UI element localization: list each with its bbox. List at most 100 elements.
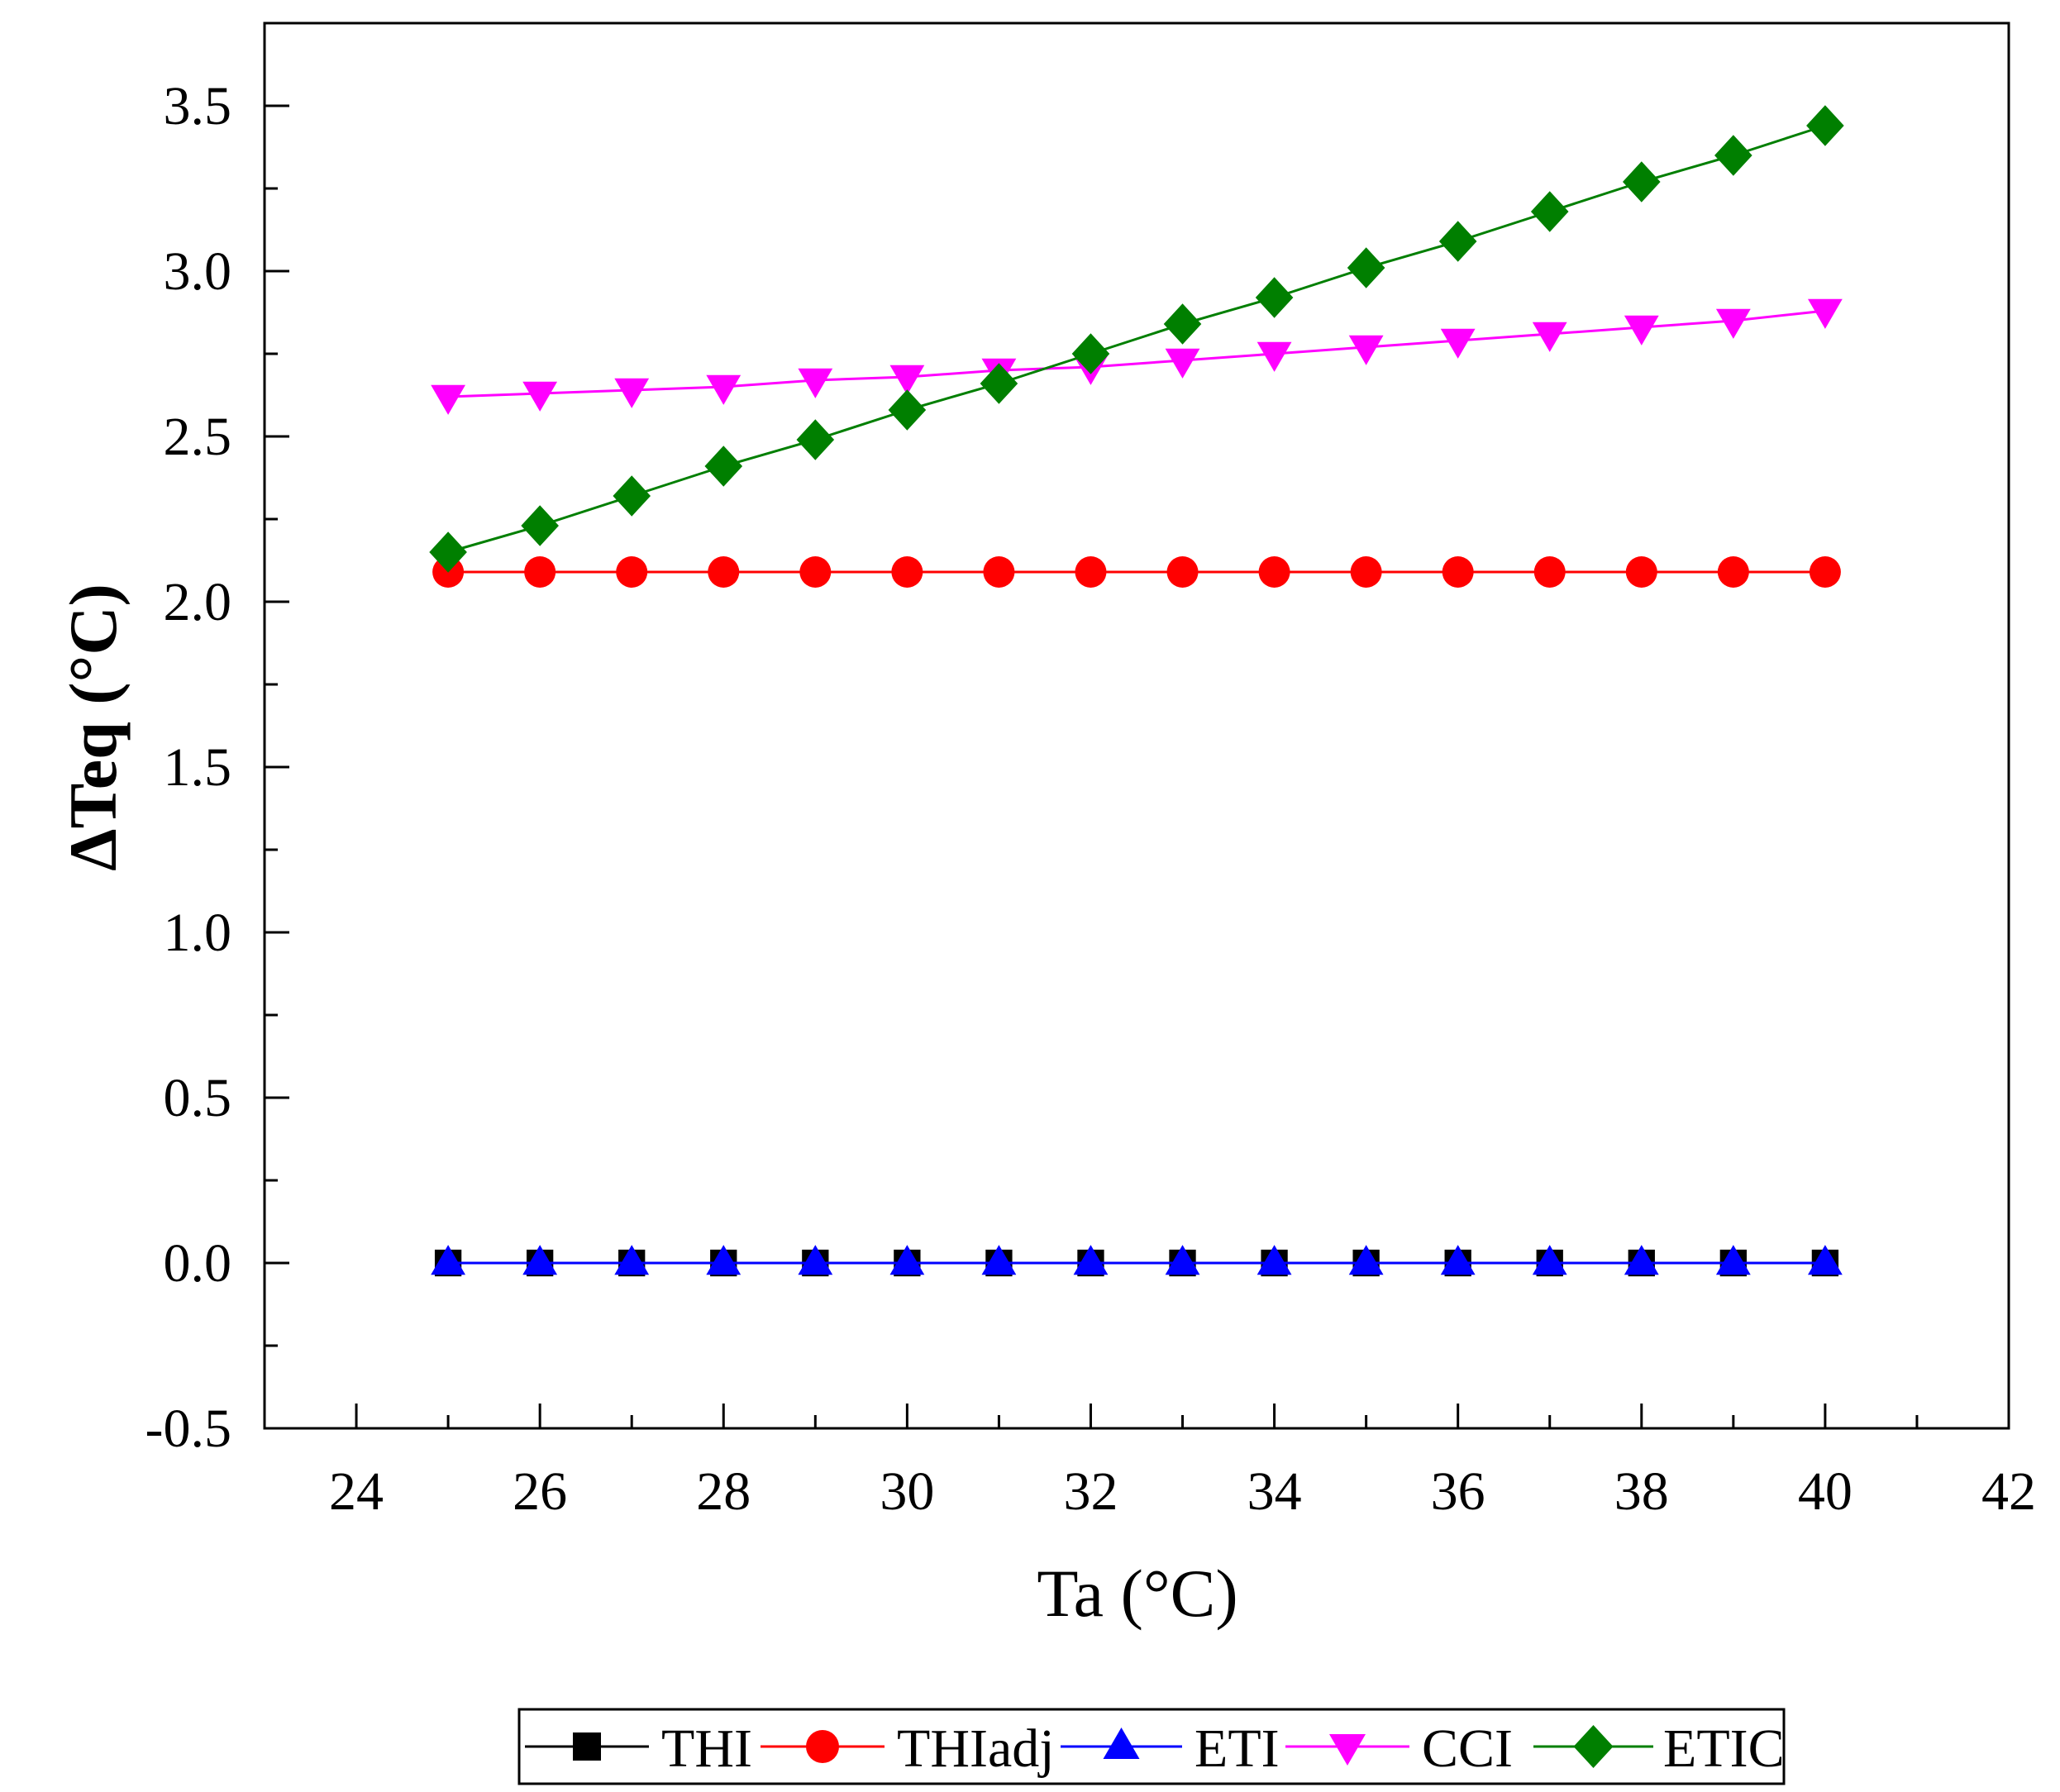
data-point-thiadj — [891, 556, 923, 588]
x-tick-label: 32 — [1063, 1461, 1118, 1522]
data-point-etic — [1714, 135, 1752, 176]
data-point-cci — [1715, 308, 1751, 339]
data-point-thiadj — [1258, 556, 1290, 588]
legend-label: ETIC — [1663, 1718, 1785, 1779]
legend-item-etic: ETIC — [1533, 1718, 1785, 1779]
data-point-eti — [614, 1245, 650, 1275]
x-tick-label: 28 — [696, 1461, 751, 1522]
data-point-cci — [1807, 298, 1843, 329]
data-point-thiadj — [1442, 556, 1474, 588]
data-point-cci — [1165, 348, 1200, 379]
y-tick-label: -0.5 — [145, 1399, 231, 1459]
legend-marker-eti-icon — [1103, 1728, 1140, 1759]
data-point-etic — [429, 531, 467, 573]
data-point-eti — [1257, 1245, 1292, 1275]
legend-item-eti: ETI — [1061, 1718, 1280, 1779]
legend-label: THIadj — [897, 1718, 1055, 1779]
data-point-thiadj — [616, 556, 648, 588]
x-tick-label: 38 — [1614, 1461, 1669, 1522]
plot-frame — [263, 21, 2010, 1430]
data-point-eti — [1807, 1245, 1843, 1275]
data-point-eti — [1073, 1245, 1109, 1275]
y-axis-label: ΔTeq (°C) — [55, 584, 131, 871]
data-point-cci — [1532, 322, 1567, 352]
data-point-cci — [1440, 328, 1476, 359]
x-tick-label: 42 — [1981, 1461, 2036, 1522]
data-point-thiadj — [1350, 556, 1382, 588]
data-point-eti — [431, 1245, 466, 1275]
data-point-eti — [1624, 1245, 1659, 1275]
series-group — [429, 105, 1844, 1277]
data-point-etic — [1255, 277, 1294, 318]
legend-item-thi: THI — [525, 1718, 752, 1779]
y-tick-label: 0.0 — [164, 1233, 232, 1294]
series-etic — [429, 105, 1844, 573]
data-point-etic — [1622, 161, 1661, 203]
data-point-thiadj — [1533, 556, 1566, 588]
data-point-etic — [1071, 333, 1110, 374]
y-tick-label: 1.5 — [164, 737, 232, 798]
data-point-eti — [1348, 1245, 1384, 1275]
x-tick-label: 26 — [513, 1461, 567, 1522]
data-point-thiadj — [524, 556, 556, 588]
x-tick-label: 24 — [329, 1461, 384, 1522]
data-point-etic — [1806, 105, 1844, 146]
data-point-cci — [431, 384, 466, 415]
data-point-cci — [1624, 315, 1659, 346]
data-point-etic — [1530, 191, 1569, 232]
data-point-cci — [1348, 335, 1384, 365]
legend-item-cci: CCI — [1285, 1718, 1513, 1779]
legend-label: THI — [661, 1718, 752, 1779]
data-point-etic — [704, 446, 743, 487]
data-point-etic — [521, 505, 559, 546]
axis-ticks — [265, 104, 2010, 1430]
data-point-etic — [796, 419, 835, 460]
data-point-thiadj — [983, 556, 1015, 588]
series-line-cci — [448, 309, 1826, 398]
data-point-eti — [1165, 1245, 1200, 1275]
y-tick-label: 3.5 — [164, 76, 232, 136]
plot-area-border — [263, 21, 2010, 1430]
series-line-etic — [447, 124, 1826, 554]
legend-marker-etic-icon — [1573, 1725, 1614, 1768]
data-point-thiadj — [1166, 556, 1199, 588]
data-point-cci — [798, 368, 833, 398]
data-point-eti — [1532, 1245, 1567, 1275]
series-thiadj — [432, 556, 1841, 588]
data-point-eti — [522, 1245, 558, 1275]
data-point-eti — [889, 1245, 925, 1275]
data-point-cci — [1257, 341, 1292, 372]
data-point-eti — [706, 1245, 742, 1275]
y-tick-label: 3.0 — [164, 241, 232, 302]
x-tick-label: 30 — [880, 1461, 934, 1522]
data-point-thiadj — [1809, 556, 1841, 588]
data-point-eti — [981, 1245, 1017, 1275]
legend-marker-cci-icon — [1329, 1734, 1366, 1766]
y-tick-label: 1.0 — [164, 903, 232, 963]
data-point-etic — [980, 363, 1018, 404]
x-axis-label: Ta (°C) — [1037, 1556, 1237, 1631]
legend-label: ETI — [1195, 1718, 1280, 1779]
data-point-thiadj — [799, 556, 832, 588]
data-point-etic — [1163, 303, 1202, 345]
series-eti — [431, 1245, 1843, 1275]
data-point-eti — [1715, 1245, 1751, 1275]
data-point-eti — [798, 1245, 833, 1275]
data-point-etic — [613, 475, 651, 517]
data-point-thiadj — [1075, 556, 1107, 588]
y-tick-label: 0.5 — [164, 1068, 232, 1128]
x-tick-label: 36 — [1431, 1461, 1485, 1522]
series-cci — [431, 298, 1843, 415]
data-point-cci — [522, 381, 558, 412]
data-point-cci — [706, 374, 742, 405]
tick-labels: 24 26 28 30 32 34 36 38 40 42 -0.5 0.0 0.5 1.0 1.5 2.0 2… — [145, 76, 2036, 1522]
legend-item-thiadj: THIadj — [761, 1718, 1055, 1779]
y-tick-label: 2.5 — [164, 407, 232, 467]
data-point-thiadj — [708, 556, 740, 588]
legend-label: CCI — [1422, 1718, 1513, 1779]
data-point-etic — [888, 389, 927, 431]
data-point-thiadj — [1717, 556, 1749, 588]
data-point-thiadj — [1625, 556, 1657, 588]
x-tick-label: 34 — [1247, 1461, 1302, 1522]
data-point-etic — [1438, 221, 1477, 262]
